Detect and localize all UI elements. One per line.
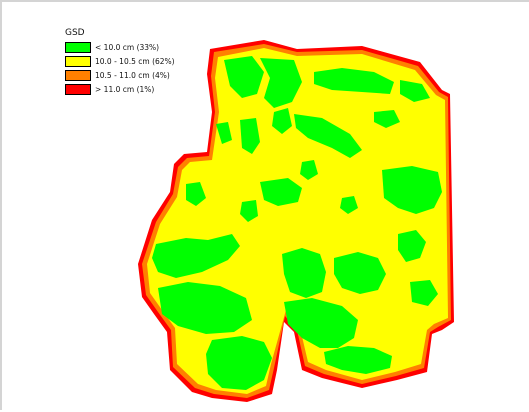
legend-swatch [65, 84, 91, 95]
legend-label: > 11.0 cm (1%) [95, 85, 155, 94]
legend-label: 10.0 - 10.5 cm (62%) [95, 57, 175, 66]
green-patch [240, 118, 260, 154]
green-patch [206, 336, 272, 390]
legend-label: < 10.0 cm (33%) [95, 43, 160, 52]
green-patch [324, 346, 392, 374]
green-patch [300, 160, 318, 180]
green-patch [186, 182, 206, 206]
legend-swatch [65, 70, 91, 81]
gsd-zone-green [152, 56, 442, 390]
legend-item-under-10: < 10.0 cm (33%) [65, 41, 175, 54]
green-patch [260, 178, 302, 206]
green-patch [216, 122, 232, 144]
green-patch [374, 110, 400, 128]
green-patch [152, 234, 240, 278]
legend-title: GSD [65, 28, 85, 38]
green-patch [400, 80, 430, 102]
green-patch [334, 252, 386, 294]
legend: GSD < 10.0 cm (33%) 10.0 - 10.5 cm (62%)… [65, 28, 175, 97]
legend-label: 10.5 - 11.0 cm (4%) [95, 71, 170, 80]
green-patch [340, 196, 358, 214]
legend-item-over-11: > 11.0 cm (1%) [65, 83, 175, 96]
green-patch [382, 166, 442, 214]
green-patch [398, 230, 426, 262]
green-patch [282, 248, 326, 298]
green-patch [158, 282, 252, 334]
green-patch [314, 68, 394, 94]
green-patch [224, 56, 264, 98]
green-patch [240, 200, 258, 222]
legend-item-10-to-10-5: 10.0 - 10.5 cm (62%) [65, 55, 175, 68]
legend-swatch [65, 42, 91, 53]
green-patch [294, 114, 362, 158]
legend-swatch [65, 56, 91, 67]
legend-item-10-5-to-11: 10.5 - 11.0 cm (4%) [65, 69, 175, 82]
green-patch [260, 58, 302, 108]
green-patch [284, 298, 358, 348]
green-patch [272, 108, 292, 134]
green-patch [410, 280, 438, 306]
